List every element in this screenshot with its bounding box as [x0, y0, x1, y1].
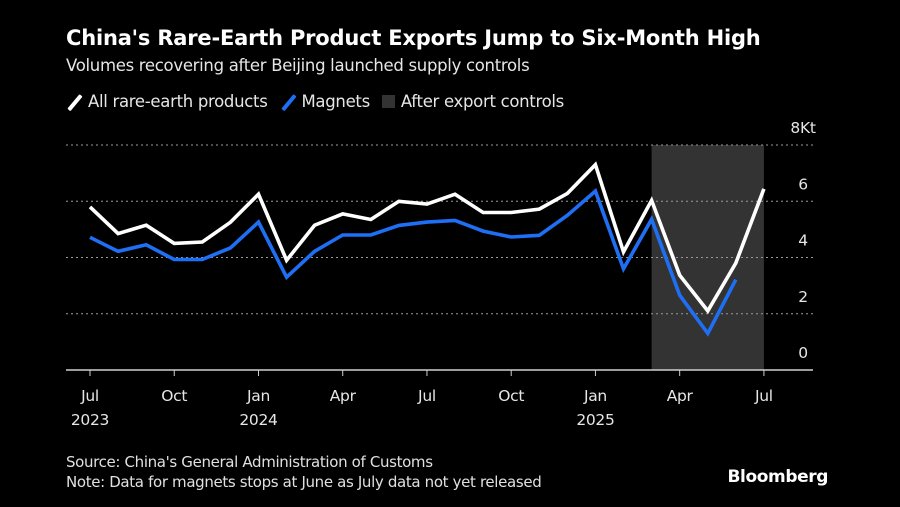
- source-note: Source: China's General Administration o…: [66, 453, 433, 471]
- x-tick-label: Jul: [80, 387, 99, 405]
- legend-item-all-rare-earth: All rare-earth products: [66, 92, 268, 111]
- series-line-all-rare-earth-products: [88, 161, 766, 315]
- x-axis: Jul 2023 Oct Jan 2024 Apr Jul Oct Jan 2025 Apr Jul: [66, 369, 813, 429]
- legend-item-magnets: Magnets: [280, 92, 371, 111]
- chart-subtitle: Volumes recovering after Beijing launche…: [66, 56, 530, 75]
- x-tick-year-label: 2023: [71, 411, 109, 429]
- series-line-magnets: [89, 188, 738, 337]
- x-tick-label: Jul: [754, 387, 773, 405]
- legend: All rare-earth products Magnets After ex…: [66, 92, 576, 111]
- x-tick-year-label: 2024: [239, 411, 277, 429]
- legend-label: All rare-earth products: [88, 92, 268, 111]
- series-lines: [88, 161, 766, 337]
- x-tick-label: Oct: [498, 387, 524, 405]
- x-tick-label: Jan: [246, 387, 270, 405]
- legend-label: Magnets: [301, 92, 371, 111]
- chart-title: China's Rare-Earth Product Exports Jump …: [66, 26, 761, 50]
- x-tick-label: Apr: [330, 387, 357, 405]
- legend-label: After export controls: [400, 92, 564, 111]
- x-tick-year-label: 2025: [576, 411, 614, 429]
- x-tick-label: Jan: [583, 387, 607, 405]
- x-tick-label: Jul: [417, 387, 436, 405]
- bloomberg-logo: Bloomberg: [727, 467, 828, 487]
- data-note: Note: Data for magnets stops at June as …: [66, 473, 542, 491]
- y-axis-labels: 0 2 4 6 8Kt: [790, 119, 816, 362]
- x-tick-label: Apr: [667, 387, 694, 405]
- footer: Source: China's General Administration o…: [66, 452, 542, 492]
- legend-item-after-export-controls: After export controls: [381, 92, 564, 111]
- y-tick-label: 8Kt: [790, 119, 815, 137]
- box-swatch-icon: [381, 95, 395, 108]
- y-tick-label: 4: [798, 232, 808, 250]
- y-tick-label: 0: [798, 344, 808, 362]
- y-tick-label: 2: [798, 288, 808, 306]
- y-tick-label: 6: [798, 175, 808, 193]
- x-tick-label: Oct: [161, 387, 187, 405]
